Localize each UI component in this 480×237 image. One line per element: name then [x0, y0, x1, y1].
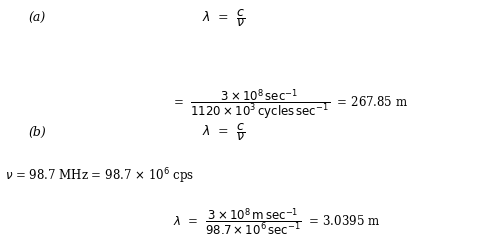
Text: $\nu$ = 98.7 MHz = 98.7 $\times$ 10$^{6}$ cps: $\nu$ = 98.7 MHz = 98.7 $\times$ 10$^{6}…: [5, 166, 194, 186]
Text: =  $\dfrac{3 \times 10^{8}\,\mathrm{sec}^{-1}}{1120 \times 10^{3}\,\mathrm{cycle: = $\dfrac{3 \times 10^{8}\,\mathrm{sec}^…: [173, 88, 408, 122]
Text: (a): (a): [29, 12, 46, 25]
Text: (b): (b): [29, 126, 47, 139]
Text: $\lambda$  =  $\dfrac{c}{\nu}$: $\lambda$ = $\dfrac{c}{\nu}$: [202, 121, 245, 143]
Text: $\lambda$  =  $\dfrac{3 \times 10^{8}\,\mathrm{m\,sec}^{-1}}{98.7 \times 10^{6}\: $\lambda$ = $\dfrac{3 \times 10^{8}\,\ma…: [173, 206, 380, 237]
Text: $\lambda$  =  $\dfrac{c}{\nu}$: $\lambda$ = $\dfrac{c}{\nu}$: [202, 7, 245, 29]
